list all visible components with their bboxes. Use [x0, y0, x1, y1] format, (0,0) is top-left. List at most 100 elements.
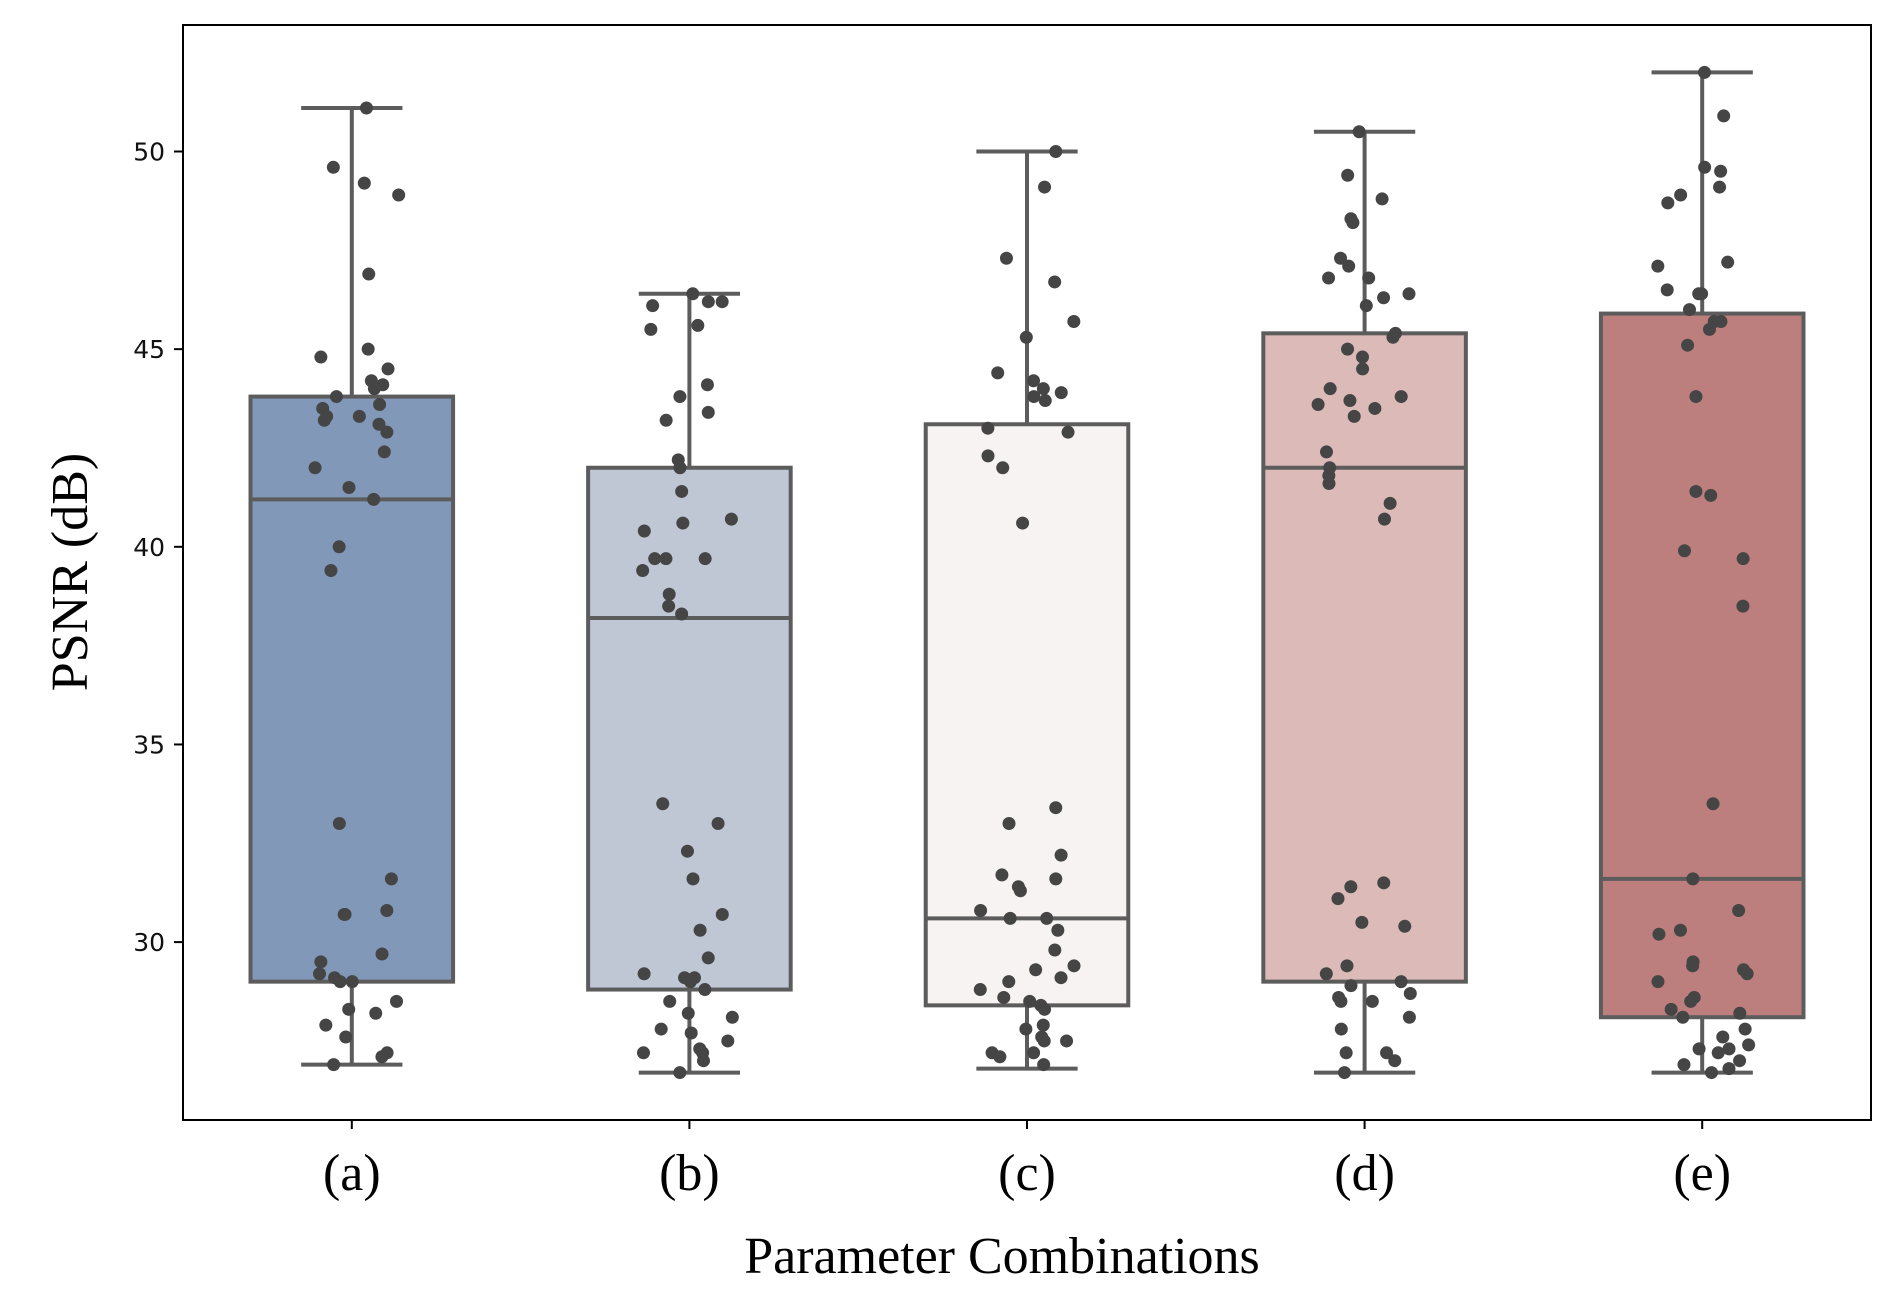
data-point: [1036, 382, 1050, 396]
data-point: [1002, 817, 1016, 831]
data-point: [995, 868, 1009, 882]
data-point: [1403, 987, 1417, 1001]
data-point: [1660, 283, 1674, 297]
data-point: [313, 967, 327, 981]
data-point: [1331, 892, 1345, 906]
data-point: [1049, 144, 1063, 158]
data-point: [327, 1058, 341, 1072]
data-point: [1322, 271, 1336, 285]
data-point: [701, 951, 715, 965]
data-point: [1016, 516, 1030, 530]
data-point: [1355, 350, 1369, 364]
data-point: [693, 923, 707, 937]
data-point: [1319, 445, 1333, 459]
data-point: [1673, 923, 1687, 937]
data-point: [357, 176, 371, 190]
data-point: [1362, 271, 1376, 285]
data-point: [1323, 382, 1337, 396]
box-group-1: [586, 291, 793, 1075]
data-point: [1338, 1066, 1352, 1080]
data-point: [1733, 1006, 1747, 1020]
data-point: [724, 512, 738, 526]
x-tick-label: (e): [1673, 1145, 1731, 1202]
data-point: [1036, 1018, 1050, 1032]
box: [1598, 311, 1806, 1020]
data-point: [1054, 848, 1068, 862]
data-point: [1049, 872, 1063, 886]
data-point: [698, 552, 712, 566]
data-point: [993, 1050, 1007, 1064]
data-point: [1341, 168, 1355, 182]
data-point: [1716, 1030, 1730, 1044]
data-point: [1038, 180, 1052, 194]
data-point: [1722, 1062, 1736, 1076]
x-axis-ticks: (a) (b) (c) (d) (e): [323, 1120, 1731, 1202]
data-point: [636, 564, 650, 578]
data-point: [1732, 903, 1746, 917]
data-point: [1027, 390, 1041, 404]
data-point: [392, 188, 406, 202]
data-point: [1736, 552, 1750, 566]
data-point: [1705, 1066, 1719, 1080]
data-point: [648, 552, 662, 566]
data-point: [381, 362, 395, 376]
data-point: [673, 1066, 687, 1080]
data-point: [1054, 386, 1068, 400]
data-point: [1402, 287, 1416, 301]
data-point: [1342, 259, 1356, 273]
data-point: [1742, 1038, 1756, 1052]
data-point: [1714, 164, 1728, 178]
data-point: [1722, 1042, 1736, 1056]
data-point: [342, 1002, 356, 1016]
data-point: [319, 1018, 333, 1032]
x-tick-label: (d): [1334, 1145, 1395, 1202]
data-point: [662, 599, 676, 613]
data-point: [1002, 975, 1016, 989]
data-point: [715, 907, 729, 921]
y-tick-label: 35: [133, 730, 165, 759]
data-point: [1013, 884, 1027, 898]
data-point: [314, 955, 328, 969]
x-axis-label: Parameter Combinations: [744, 1228, 1260, 1285]
data-point: [681, 1006, 695, 1020]
y-tick-label: 30: [133, 928, 165, 957]
data-point: [1355, 915, 1369, 929]
data-point: [1356, 362, 1370, 376]
data-point: [973, 983, 987, 997]
data-point: [1402, 1010, 1416, 1024]
data-point: [1352, 125, 1366, 139]
data-point: [333, 975, 347, 989]
data-point: [361, 342, 375, 356]
data-point: [1721, 255, 1735, 269]
box: [1261, 331, 1468, 984]
data-point: [1692, 287, 1706, 301]
data-point: [1682, 303, 1696, 317]
data-point: [372, 417, 386, 431]
data-point: [332, 540, 346, 554]
data-point: [721, 1034, 735, 1048]
data-point: [673, 461, 687, 475]
data-point: [1049, 801, 1063, 815]
data-point: [375, 1050, 389, 1064]
data-point: [377, 445, 391, 459]
data-point: [1704, 488, 1718, 502]
data-point: [1019, 330, 1033, 344]
data-point: [1684, 994, 1698, 1008]
data-point: [1398, 919, 1412, 933]
data-point: [359, 101, 373, 115]
data-point: [1048, 275, 1062, 289]
data-point: [1711, 1046, 1725, 1060]
data-point: [338, 907, 352, 921]
data-point: [1375, 192, 1389, 206]
data-point: [1067, 959, 1081, 973]
data-point: [380, 903, 394, 917]
data-point: [1037, 1034, 1051, 1048]
x-tick-label: (c): [998, 1145, 1056, 1202]
data-point: [981, 449, 995, 463]
data-point: [326, 160, 340, 174]
data-point: [1386, 330, 1400, 344]
data-point: [1692, 1042, 1706, 1056]
data-point: [1738, 1022, 1752, 1036]
data-point: [329, 390, 343, 404]
